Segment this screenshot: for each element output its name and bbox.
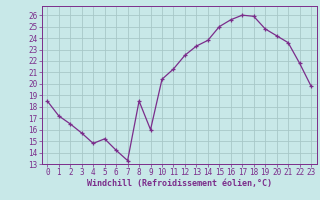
X-axis label: Windchill (Refroidissement éolien,°C): Windchill (Refroidissement éolien,°C) [87,179,272,188]
